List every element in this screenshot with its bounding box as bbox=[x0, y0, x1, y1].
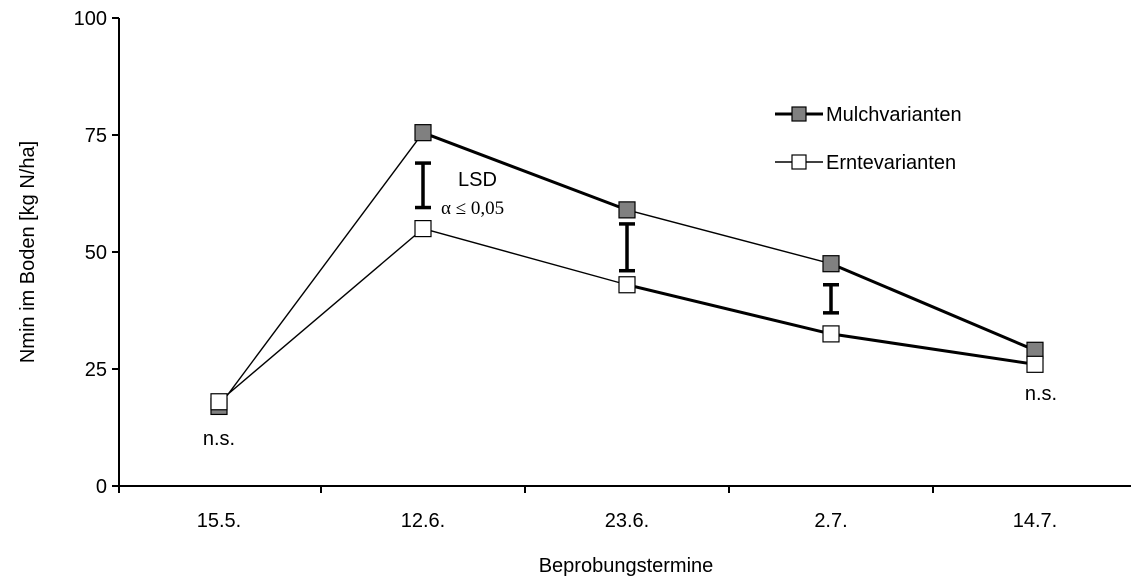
series-markers bbox=[210, 124, 1044, 416]
y-axis-ticks: 0 25 50 75 100 bbox=[74, 8, 119, 498]
series-line-segment bbox=[830, 262, 1036, 352]
mulch-point bbox=[618, 201, 636, 219]
legend-marker-mulch bbox=[791, 106, 807, 122]
series-lines bbox=[218, 131, 1036, 407]
x-tick-label: 23.6. bbox=[605, 510, 649, 532]
series-line-segment bbox=[830, 332, 1036, 366]
legend: Mulchvarianten Erntevarianten bbox=[775, 104, 962, 174]
ernte-point bbox=[414, 220, 432, 238]
x-tick-label: 14.7. bbox=[1013, 510, 1057, 532]
legend-label-mulch: Mulchvarianten bbox=[826, 104, 962, 126]
lsd-label: LSD bbox=[458, 169, 497, 191]
ernte-point bbox=[210, 393, 228, 411]
x-axis-title: Beprobungstermine bbox=[539, 555, 714, 577]
series-line-segment bbox=[626, 283, 832, 336]
ernte-point bbox=[618, 276, 636, 294]
x-axis-ticks: 15.5. 12.6. 23.6. 2.7. 14.7. bbox=[118, 486, 1057, 532]
series-line-segment bbox=[218, 228, 424, 403]
lsd-bars bbox=[415, 161, 839, 315]
y-tick-label: 25 bbox=[85, 359, 107, 381]
series-line-segment bbox=[422, 227, 628, 286]
mulch-point bbox=[822, 255, 840, 273]
y-tick-label: 100 bbox=[74, 8, 107, 30]
x-tick-label: 12.6. bbox=[401, 510, 445, 532]
ernte-point bbox=[1026, 355, 1044, 373]
y-tick-label: 75 bbox=[85, 125, 107, 147]
legend-label-ernte: Erntevarianten bbox=[826, 152, 956, 174]
x-tick-label: 15.5. bbox=[197, 510, 241, 532]
alpha-label: α ≤ 0,05 bbox=[441, 198, 504, 219]
legend-marker-ernte bbox=[791, 154, 807, 170]
ns-label-first: n.s. bbox=[203, 428, 235, 450]
series-line-segment bbox=[626, 209, 832, 265]
ernte-point bbox=[822, 325, 840, 343]
series-line-segment bbox=[218, 132, 424, 407]
mulch-point bbox=[414, 124, 432, 142]
series-line-segment bbox=[422, 131, 628, 212]
y-tick-label: 0 bbox=[96, 476, 107, 498]
x-tick-label: 2.7. bbox=[814, 510, 847, 532]
ns-label-last: n.s. bbox=[1025, 383, 1057, 405]
y-tick-label: 50 bbox=[85, 242, 107, 264]
y-axis-title: Nmin im Boden [kg N/ha] bbox=[17, 141, 39, 363]
